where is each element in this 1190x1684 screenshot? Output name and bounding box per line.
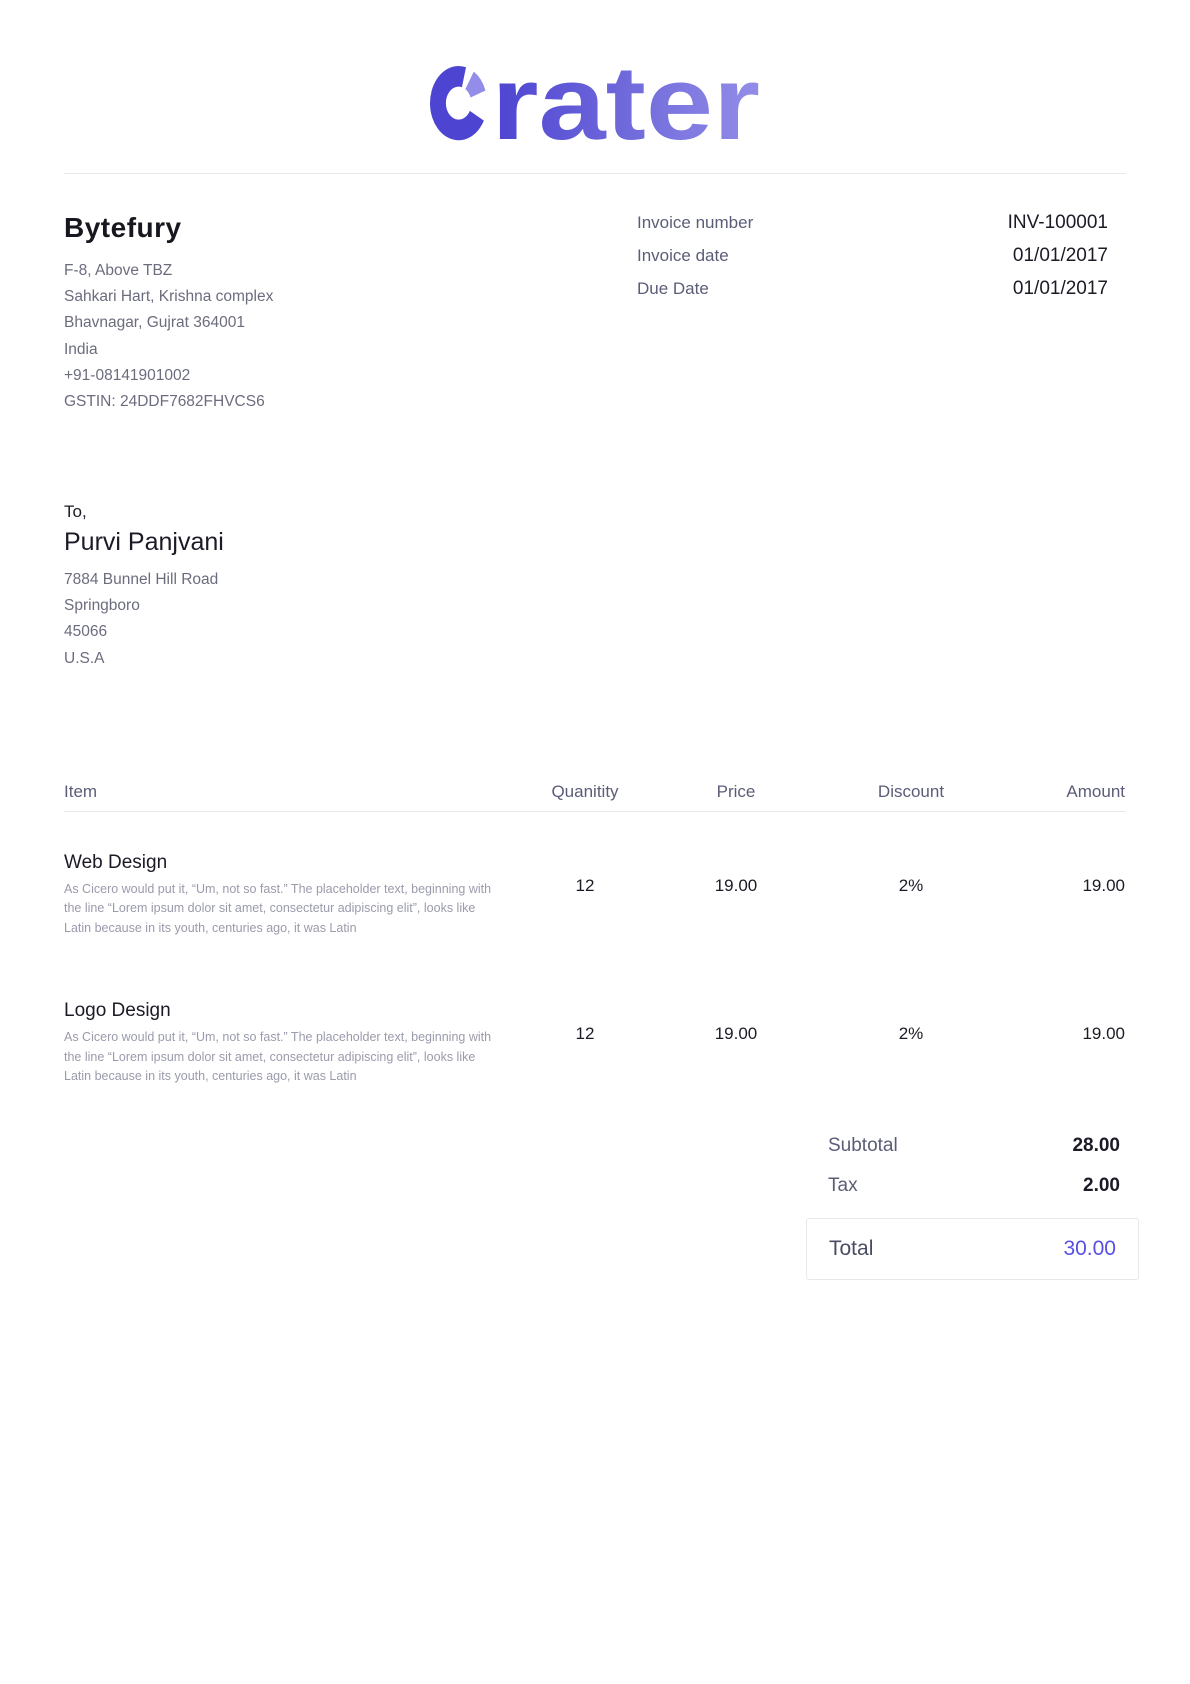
svg-text:rater: rater xyxy=(491,45,760,162)
